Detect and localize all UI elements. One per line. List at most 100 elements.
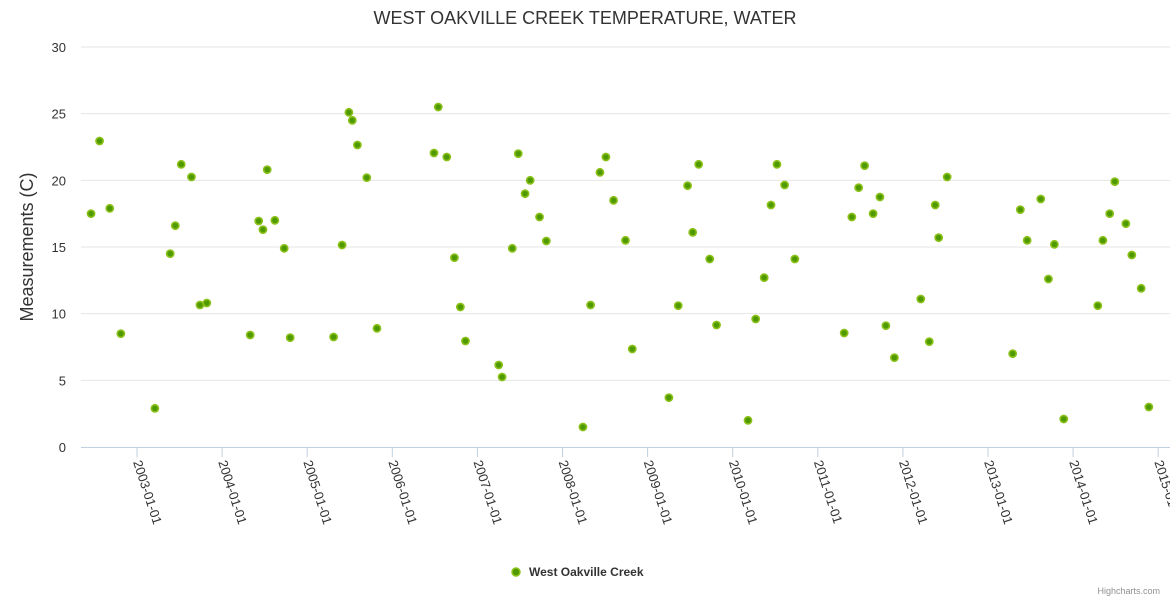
data-point[interactable]	[429, 148, 439, 158]
data-point[interactable]	[461, 336, 470, 346]
data-point[interactable]	[934, 233, 944, 243]
data-point[interactable]	[455, 302, 465, 312]
data-point[interactable]	[1127, 250, 1137, 260]
y-axis-label: Measurements (C)	[17, 172, 37, 321]
data-point[interactable]	[105, 203, 115, 213]
data-point[interactable]	[664, 393, 674, 403]
legend-label[interactable]: West Oakville Creek	[529, 565, 644, 579]
data-points	[86, 102, 1154, 432]
data-point[interactable]	[683, 181, 692, 191]
credits-link[interactable]: Highcharts.com	[1097, 586, 1160, 596]
data-point[interactable]	[673, 301, 683, 311]
data-point[interactable]	[889, 353, 899, 363]
data-point[interactable]	[578, 422, 588, 432]
data-point[interactable]	[627, 344, 637, 354]
data-point[interactable]	[942, 172, 952, 182]
data-point[interactable]	[187, 172, 196, 182]
data-point[interactable]	[772, 159, 782, 169]
data-point[interactable]	[1036, 194, 1046, 204]
data-point[interactable]	[1136, 283, 1146, 293]
data-point[interactable]	[541, 236, 551, 246]
data-point[interactable]	[95, 136, 104, 146]
data-point[interactable]	[450, 253, 459, 263]
data-point[interactable]	[86, 209, 96, 219]
data-point[interactable]	[930, 200, 940, 210]
data-point[interactable]	[150, 403, 160, 413]
data-point[interactable]	[1044, 274, 1053, 284]
data-point[interactable]	[1049, 239, 1059, 249]
data-point[interactable]	[337, 240, 347, 250]
data-point[interactable]	[433, 102, 443, 112]
data-point[interactable]	[586, 300, 595, 310]
data-point[interactable]	[881, 321, 891, 331]
y-tick-label: 10	[52, 307, 66, 322]
x-tick-label: 2014-01-01	[1066, 458, 1101, 526]
data-point[interactable]	[165, 249, 175, 259]
data-point[interactable]	[1098, 235, 1108, 245]
data-point[interactable]	[759, 273, 769, 283]
data-point[interactable]	[1110, 177, 1120, 187]
data-point[interactable]	[1105, 209, 1115, 219]
data-point[interactable]	[245, 330, 255, 340]
data-point[interactable]	[279, 243, 289, 253]
data-point[interactable]	[601, 152, 611, 162]
data-point[interactable]	[595, 167, 605, 177]
data-point[interactable]	[790, 254, 800, 264]
data-point[interactable]	[347, 115, 357, 125]
data-point[interactable]	[780, 180, 790, 190]
data-point[interactable]	[344, 107, 354, 117]
data-point[interactable]	[847, 212, 857, 222]
data-point[interactable]	[694, 159, 704, 169]
y-axis-ticks: 0 5 10 15 20 25 30	[52, 40, 66, 455]
data-point[interactable]	[688, 227, 698, 237]
data-point[interactable]	[254, 216, 264, 226]
data-point[interactable]	[712, 320, 721, 330]
data-point[interactable]	[875, 192, 885, 202]
data-point[interactable]	[494, 360, 504, 370]
data-point[interactable]	[860, 161, 870, 171]
data-point[interactable]	[1144, 402, 1154, 412]
x-tick-label: 2003-01-01	[130, 458, 165, 526]
data-point[interactable]	[743, 415, 753, 425]
data-point[interactable]	[372, 323, 382, 333]
data-point[interactable]	[535, 212, 544, 222]
data-point[interactable]	[766, 200, 776, 210]
data-point[interactable]	[868, 209, 878, 219]
chart-title: WEST OAKVILLE CREEK TEMPERATURE, WATER	[373, 8, 796, 28]
data-point[interactable]	[202, 298, 212, 308]
data-point[interactable]	[751, 314, 761, 324]
data-point[interactable]	[497, 372, 507, 382]
data-point[interactable]	[609, 195, 618, 205]
x-tick-label: 2015-01-01	[1151, 458, 1170, 526]
data-point[interactable]	[520, 189, 530, 199]
data-point[interactable]	[176, 159, 186, 169]
data-point[interactable]	[525, 175, 535, 185]
data-point[interactable]	[362, 173, 372, 183]
data-point[interactable]	[1022, 235, 1032, 245]
data-point[interactable]	[258, 225, 268, 235]
gridlines	[81, 46, 1170, 381]
data-point[interactable]	[916, 294, 926, 304]
x-tick-label: 2007-01-01	[471, 458, 506, 526]
data-point[interactable]	[170, 221, 180, 231]
data-point[interactable]	[1008, 349, 1018, 359]
data-point[interactable]	[262, 165, 272, 175]
data-point[interactable]	[839, 328, 849, 338]
data-point[interactable]	[1093, 301, 1103, 311]
data-point[interactable]	[621, 235, 630, 245]
legend-item[interactable]: West Oakville Creek	[511, 565, 644, 579]
data-point[interactable]	[353, 140, 362, 150]
data-point[interactable]	[1015, 205, 1025, 215]
data-point[interactable]	[285, 333, 295, 343]
data-point[interactable]	[924, 337, 934, 347]
data-point[interactable]	[854, 183, 864, 193]
data-point[interactable]	[507, 243, 517, 253]
data-point[interactable]	[329, 332, 338, 342]
data-point[interactable]	[116, 329, 126, 339]
data-point[interactable]	[513, 149, 523, 159]
data-point[interactable]	[442, 152, 452, 162]
data-point[interactable]	[705, 254, 715, 264]
data-point[interactable]	[1059, 414, 1069, 424]
data-point[interactable]	[270, 215, 280, 225]
data-point[interactable]	[1121, 219, 1131, 229]
